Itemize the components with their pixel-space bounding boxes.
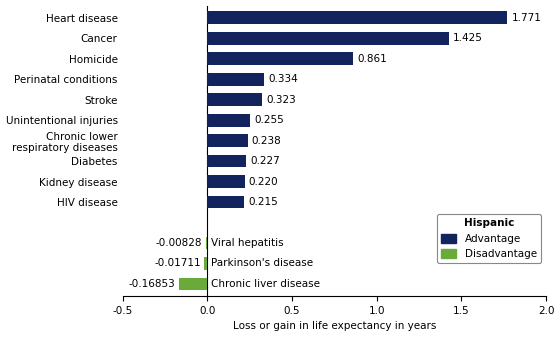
Text: 0.220: 0.220 — [249, 177, 278, 187]
Text: -0.00828: -0.00828 — [156, 238, 203, 248]
Text: Chronic liver disease: Chronic liver disease — [211, 279, 320, 289]
Text: 0.255: 0.255 — [255, 115, 284, 125]
Text: -0.01711: -0.01711 — [155, 258, 201, 269]
Bar — [207, 114, 250, 126]
Bar — [207, 32, 449, 44]
Legend: Advantage, Disadvantage: Advantage, Disadvantage — [437, 214, 541, 264]
Text: Viral hepatitis: Viral hepatitis — [211, 238, 283, 248]
Bar — [207, 175, 245, 188]
Text: 0.238: 0.238 — [252, 135, 282, 146]
Bar — [207, 73, 264, 86]
Bar — [207, 196, 244, 208]
X-axis label: Loss or gain in life expectancy in years: Loss or gain in life expectancy in years — [233, 321, 436, 332]
Text: 0.861: 0.861 — [357, 54, 387, 64]
Text: 0.227: 0.227 — [250, 156, 280, 166]
Bar — [207, 11, 507, 24]
Text: -0.16853: -0.16853 — [129, 279, 175, 289]
Text: 1.771: 1.771 — [512, 13, 542, 23]
Bar — [207, 53, 353, 65]
Text: 0.334: 0.334 — [268, 74, 298, 84]
Bar — [204, 257, 207, 270]
Text: 1.425: 1.425 — [453, 33, 483, 43]
Text: 0.323: 0.323 — [266, 95, 296, 105]
Text: 0.215: 0.215 — [248, 197, 278, 207]
Bar — [207, 155, 246, 167]
Bar — [179, 278, 207, 290]
Text: Parkinson's disease: Parkinson's disease — [211, 258, 313, 269]
Bar — [207, 134, 248, 147]
Bar — [207, 93, 262, 106]
Bar — [206, 237, 207, 249]
